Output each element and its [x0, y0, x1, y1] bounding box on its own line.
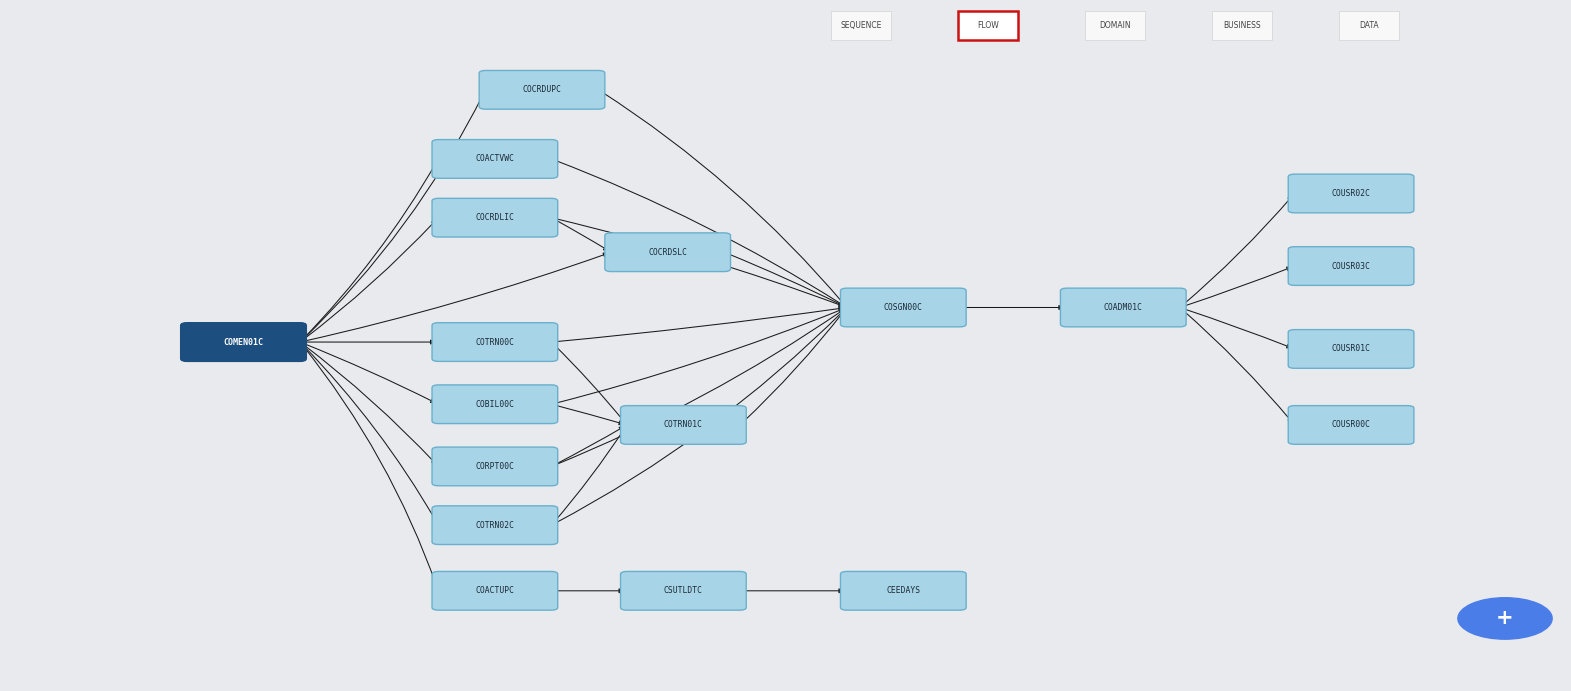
Text: COUSR03C: COUSR03C	[1332, 261, 1370, 271]
FancyBboxPatch shape	[1338, 11, 1398, 40]
Text: COADM01C: COADM01C	[1104, 303, 1142, 312]
FancyBboxPatch shape	[840, 571, 966, 610]
FancyBboxPatch shape	[605, 233, 731, 272]
Text: COCRDUPC: COCRDUPC	[523, 85, 561, 95]
FancyBboxPatch shape	[1288, 330, 1414, 368]
FancyBboxPatch shape	[621, 571, 746, 610]
Text: COSGN00C: COSGN00C	[884, 303, 922, 312]
Text: COACTUPC: COACTUPC	[476, 586, 514, 596]
FancyBboxPatch shape	[1288, 406, 1414, 444]
FancyBboxPatch shape	[181, 323, 306, 361]
Text: COTRN02C: COTRN02C	[476, 520, 514, 530]
FancyBboxPatch shape	[958, 11, 1018, 40]
FancyBboxPatch shape	[1288, 174, 1414, 213]
Text: CSUTLDTC: CSUTLDTC	[665, 586, 702, 596]
Text: BUSINESS: BUSINESS	[1224, 21, 1262, 30]
FancyBboxPatch shape	[432, 506, 558, 545]
Text: COCRDLIC: COCRDLIC	[476, 213, 514, 223]
Text: COTRN00C: COTRN00C	[476, 337, 514, 347]
FancyBboxPatch shape	[1086, 11, 1145, 40]
FancyBboxPatch shape	[840, 288, 966, 327]
Text: COCRDSLC: COCRDSLC	[649, 247, 687, 257]
Text: COTRN01C: COTRN01C	[665, 420, 702, 430]
Text: COUSR02C: COUSR02C	[1332, 189, 1370, 198]
FancyBboxPatch shape	[432, 198, 558, 237]
Text: COMEN01C: COMEN01C	[223, 337, 264, 347]
FancyBboxPatch shape	[432, 447, 558, 486]
FancyBboxPatch shape	[1060, 288, 1186, 327]
Circle shape	[1458, 598, 1552, 639]
Text: SEQUENCE: SEQUENCE	[840, 21, 881, 30]
Text: COUSR00C: COUSR00C	[1332, 420, 1370, 430]
FancyBboxPatch shape	[621, 406, 746, 444]
Text: +: +	[1496, 609, 1514, 628]
FancyBboxPatch shape	[1213, 11, 1273, 40]
Text: COACTVWC: COACTVWC	[476, 154, 514, 164]
Text: CORPT00C: CORPT00C	[476, 462, 514, 471]
Text: COBIL00C: COBIL00C	[476, 399, 514, 409]
FancyBboxPatch shape	[432, 323, 558, 361]
Text: DATA: DATA	[1359, 21, 1379, 30]
FancyBboxPatch shape	[479, 70, 605, 109]
Text: CEEDAYS: CEEDAYS	[886, 586, 921, 596]
FancyBboxPatch shape	[432, 385, 558, 424]
Text: DOMAIN: DOMAIN	[1100, 21, 1131, 30]
Text: COUSR01C: COUSR01C	[1332, 344, 1370, 354]
Text: FLOW: FLOW	[977, 21, 999, 30]
FancyBboxPatch shape	[1288, 247, 1414, 285]
FancyBboxPatch shape	[831, 11, 891, 40]
FancyBboxPatch shape	[432, 571, 558, 610]
FancyBboxPatch shape	[432, 140, 558, 178]
